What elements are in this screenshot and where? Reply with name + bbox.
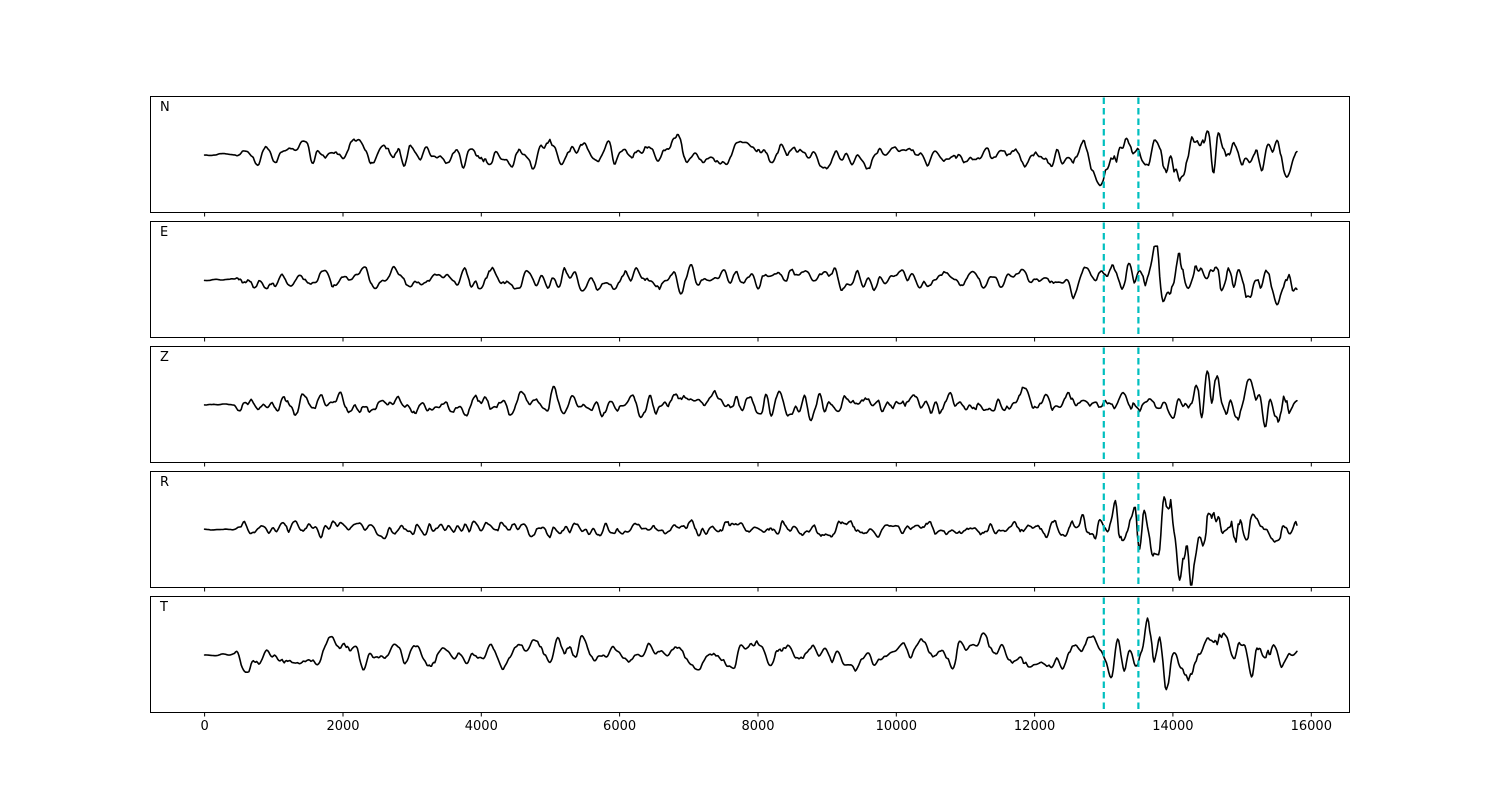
x-tick-label: 0 xyxy=(200,719,209,734)
panel-n-label: N xyxy=(160,100,170,115)
panel-t: T xyxy=(150,596,1350,713)
x-tick-label: 12000 xyxy=(1013,719,1056,734)
x-tick-label: 4000 xyxy=(464,719,498,734)
x-tick-label: 14000 xyxy=(1152,719,1194,734)
panel-r-label: R xyxy=(160,475,170,490)
x-tick-label: 2000 xyxy=(326,719,360,734)
x-tick-label: 16000 xyxy=(1290,719,1332,734)
panel-z: Z xyxy=(150,346,1350,463)
panel-t-label: T xyxy=(160,600,168,615)
panel-z-label: Z xyxy=(160,350,169,365)
panel-e-label: E xyxy=(160,225,169,240)
x-tick-label: 8000 xyxy=(741,719,775,734)
panel-n: N xyxy=(150,96,1350,213)
x-tick-label: 6000 xyxy=(603,719,637,734)
x-tick-label: 10000 xyxy=(875,719,917,734)
panel-e: E xyxy=(150,221,1350,338)
panel-r: R xyxy=(150,471,1350,588)
